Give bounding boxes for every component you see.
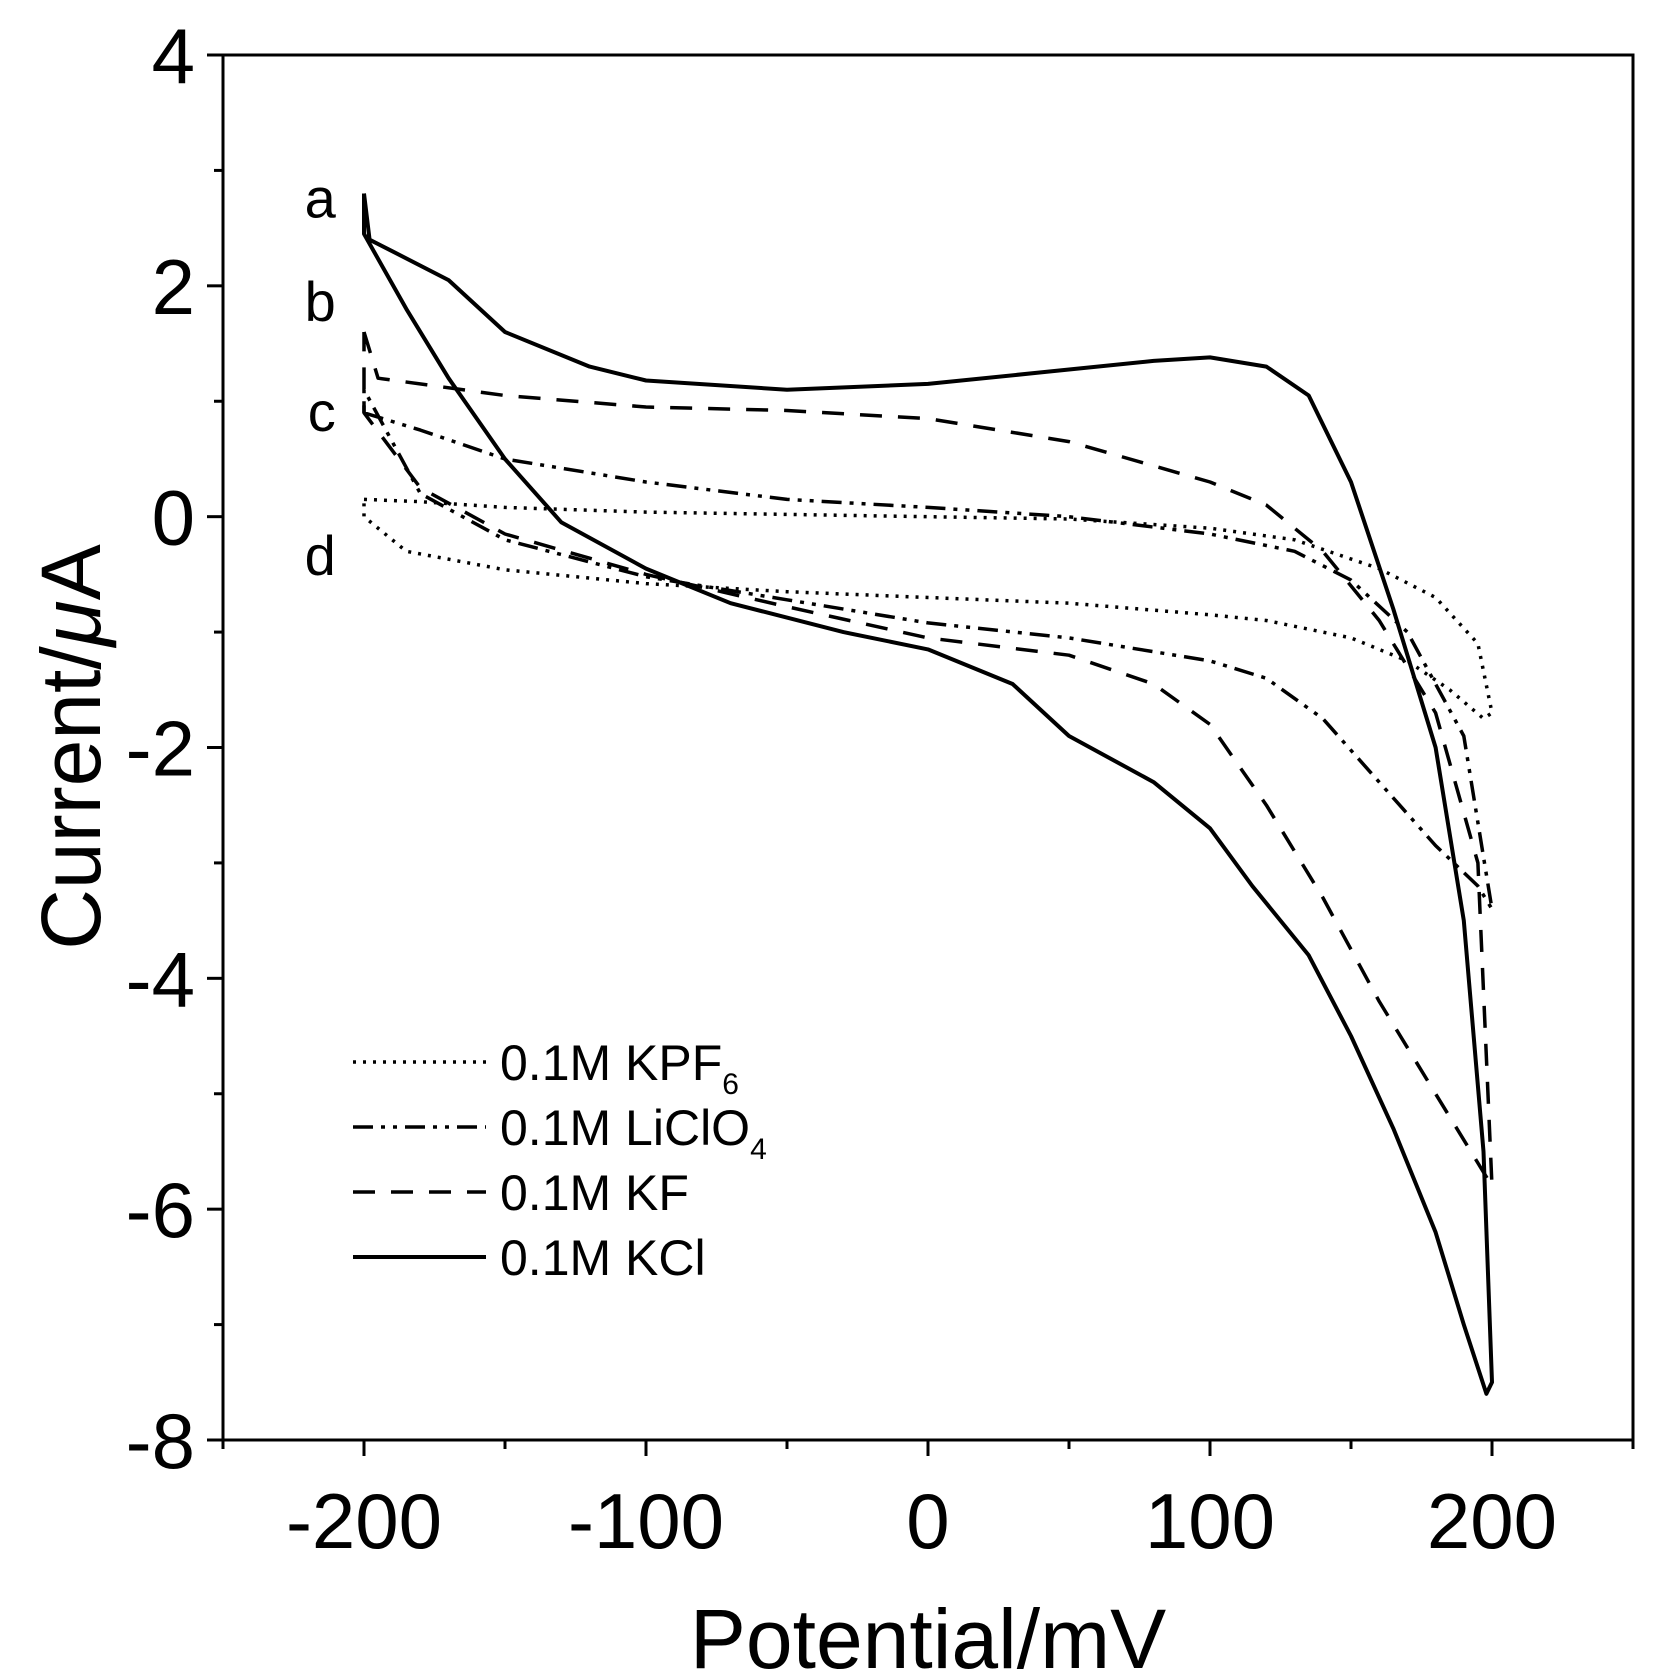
curve-group [362, 193, 1494, 1396]
x-tick-label: 200 [1427, 1477, 1557, 1565]
y-tick-label: 2 [152, 243, 195, 331]
x-tick-label: -100 [568, 1477, 724, 1565]
legend-label-c: 0.1M LiClO4 [500, 1100, 767, 1166]
y-axis-title-prefix: Current/ [24, 646, 118, 950]
series-line-b [362, 331, 1494, 1188]
curve-label-a: a [305, 166, 337, 229]
x-axis-title: Potential/mV [690, 1592, 1166, 1678]
x-tick-label: 100 [1145, 1477, 1275, 1565]
x-tick-label: -200 [286, 1477, 442, 1565]
series-line-c [362, 387, 1494, 911]
y-tick-label: -4 [126, 935, 195, 1023]
y-tick-label: -2 [126, 705, 195, 793]
legend-label-d: 0.1M KPF6 [500, 1035, 739, 1101]
series-line-d [362, 497, 1494, 721]
y-axis-title-mu: μ [24, 600, 118, 648]
x-tick-label: 0 [906, 1477, 949, 1565]
y-axis-title-unit: A [24, 544, 118, 600]
y-tick-label: 4 [152, 12, 195, 100]
curve-label-c: c [308, 380, 336, 443]
curve-label-d: d [305, 524, 336, 587]
curve-label-b: b [305, 270, 336, 333]
series-line-a [362, 193, 1494, 1396]
curve-label-group: abc d [305, 166, 337, 587]
plot-frame [221, 53, 1635, 1442]
y-tick-label: 0 [152, 474, 195, 562]
legend-label-b: 0.1M KF [500, 1165, 689, 1221]
axis-ticks: -200 -100 0 100 200 -8 -6 -4 -2 0 2 4 [126, 12, 1635, 1565]
y-tick-label: -8 [126, 1397, 195, 1485]
y-tick-label: -6 [126, 1166, 195, 1254]
y-axis-title: Current/μA [24, 544, 118, 950]
legend-label-a: 0.1M KCl [500, 1230, 706, 1286]
